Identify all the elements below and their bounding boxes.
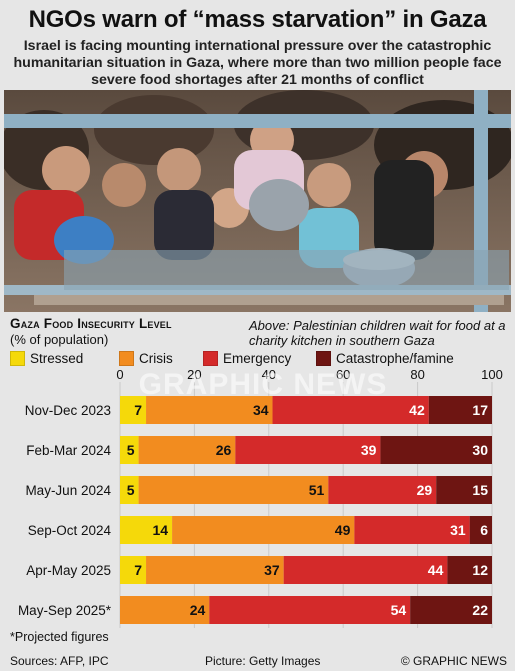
data-label: 49 — [335, 522, 351, 538]
legend-swatch-crisis — [119, 350, 134, 366]
x-tick-label: 100 — [481, 367, 503, 382]
legend-item-emergency: Emergency — [203, 350, 291, 366]
bar-segment — [436, 476, 492, 504]
food-insecurity-chart: 0 20 40 60 80 100 Nov-Dec 2023 7 34 42 17 Feb-Mar 2… — [18, 367, 503, 628]
chart-unit: (% of population) — [10, 332, 109, 347]
legend-label-emergency: Emergency — [223, 350, 292, 366]
photo-caption: Above: Palestinian children wait for foo… — [249, 318, 506, 348]
data-label: 37 — [264, 562, 280, 578]
bar-segment — [447, 556, 492, 584]
page-title: NGOs warn of “mass starvation” in Gaza — [28, 6, 487, 33]
bar-segment — [120, 556, 147, 584]
bar-segment — [120, 516, 173, 544]
bar-segment — [272, 396, 429, 424]
data-label: 5 — [127, 442, 135, 458]
footer-copyright: © GRAPHIC NEWS — [400, 654, 507, 668]
chart-title: Gaza Food Insecurity Level — [10, 316, 172, 331]
bar-segment — [235, 436, 381, 464]
footer-photo-credit: Picture: Getty Images — [205, 654, 321, 668]
legend-label-stressed: Stressed — [30, 350, 84, 366]
bar-segment — [138, 436, 236, 464]
legend-swatch-emergency — [203, 350, 218, 366]
bar-segment — [138, 476, 329, 504]
data-label: 44 — [428, 562, 444, 578]
data-label: 7 — [134, 562, 142, 578]
x-tick-label: 0 — [116, 367, 123, 382]
data-label: 5 — [127, 482, 135, 498]
x-tick-label: 40 — [262, 367, 276, 382]
bar-segment — [209, 596, 411, 624]
x-tick-label: 20 — [187, 367, 201, 382]
data-label: 15 — [472, 482, 488, 498]
bar-segment — [120, 596, 210, 624]
legend-label-catastrophe: Catastrophe/famine — [336, 350, 454, 366]
footnote: *Projected figures — [10, 630, 109, 644]
bar-segment — [410, 596, 492, 624]
data-label: 54 — [391, 602, 407, 618]
legend-item-crisis: Crisis — [119, 350, 173, 366]
bar-segment — [146, 556, 284, 584]
x-tick-label: 80 — [410, 367, 424, 382]
category-label: Apr-May 2025 — [26, 563, 111, 578]
data-label: 6 — [480, 522, 488, 538]
legend-item-catastrophe: Catastrophe/famine — [316, 350, 454, 366]
bar-segment — [283, 556, 448, 584]
photo-illustration — [4, 90, 511, 312]
bar-segment — [120, 476, 139, 504]
category-label: May-Jun 2024 — [25, 483, 111, 498]
category-label: Feb-Mar 2024 — [26, 443, 111, 458]
bar-segment — [328, 476, 437, 504]
data-label: 42 — [409, 402, 425, 418]
bar-segment — [380, 436, 492, 464]
data-label: 22 — [472, 602, 488, 618]
data-label: 17 — [472, 402, 488, 418]
bar-segment — [469, 516, 492, 544]
bar-segment — [146, 396, 273, 424]
bar-segment — [120, 396, 147, 424]
data-label: 26 — [216, 442, 232, 458]
legend-item-stressed: Stressed — [10, 350, 83, 366]
footer: Sources: AFP, IPC Picture: Getty Images … — [0, 652, 515, 671]
bar-segment — [172, 516, 355, 544]
data-label: 14 — [153, 522, 169, 538]
photo-children-waiting-for-food — [4, 90, 511, 312]
data-label: 24 — [190, 602, 206, 618]
footer-sources: Sources: AFP, IPC — [10, 654, 109, 668]
legend-swatch-stressed — [10, 350, 25, 366]
legend-label-crisis: Crisis — [139, 350, 173, 366]
legend-swatch-catastrophe — [316, 350, 331, 366]
bar-segment — [354, 516, 470, 544]
data-label: 51 — [309, 482, 325, 498]
x-tick-label: 60 — [336, 367, 350, 382]
data-label: 34 — [253, 402, 269, 418]
bar-segment — [428, 396, 492, 424]
data-label: 30 — [472, 442, 488, 458]
category-label: Nov-Dec 2023 — [25, 403, 111, 418]
data-label: 12 — [472, 562, 488, 578]
category-label: May-Sep 2025* — [18, 603, 112, 618]
category-label: Sep-Oct 2024 — [28, 523, 112, 538]
data-label: 31 — [450, 522, 466, 538]
page-subtitle: Israel is facing mounting international … — [13, 38, 502, 88]
data-label: 29 — [417, 482, 433, 498]
data-label: 39 — [361, 442, 377, 458]
data-label: 7 — [134, 402, 142, 418]
bar-segment — [120, 436, 139, 464]
